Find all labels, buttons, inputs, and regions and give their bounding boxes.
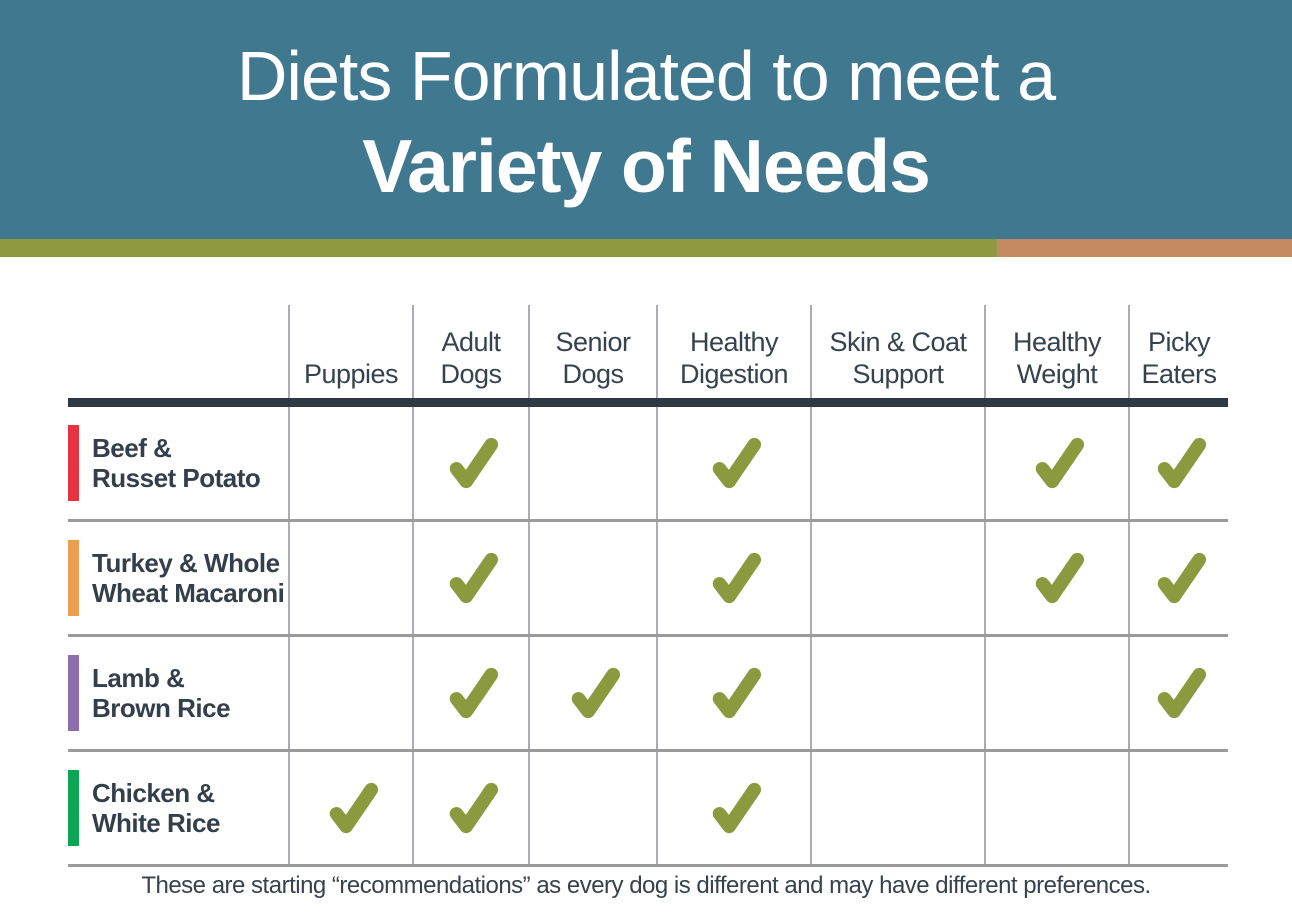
empty-cell (810, 522, 984, 634)
table-body: Beef & Russet Potato Turkey & Whole Wheat… (68, 407, 1228, 867)
table-row: Chicken & White Rice (68, 752, 1228, 867)
check-cell (412, 522, 528, 634)
check-icon (1035, 552, 1085, 604)
check-cell (1128, 637, 1228, 749)
empty-cell (984, 752, 1128, 864)
check-cell (656, 752, 810, 864)
check-icon (1157, 667, 1207, 719)
check-cell (984, 407, 1128, 519)
diet-name-cell: Turkey & Whole Wheat Macaroni (68, 522, 288, 634)
empty-cell (810, 407, 984, 519)
diet-color-bar (68, 655, 79, 731)
footnote-text: These are starting “recommendations” as … (141, 872, 1151, 899)
check-icon (712, 552, 762, 604)
page-title-line1: Diets Formulated to meet a (236, 36, 1056, 115)
empty-cell (984, 637, 1128, 749)
accent-stripe-olive-segment (0, 239, 997, 257)
check-cell (412, 407, 528, 519)
diet-color-bar (68, 540, 79, 616)
check-cell (528, 637, 656, 749)
accent-stripe-terracotta-segment (997, 239, 1292, 257)
check-cell (984, 522, 1128, 634)
check-icon (712, 437, 762, 489)
check-icon (449, 667, 499, 719)
check-cell (288, 752, 412, 864)
column-header: Puppies (288, 305, 412, 398)
check-icon (712, 782, 762, 834)
check-icon (449, 782, 499, 834)
check-cell (1128, 407, 1228, 519)
check-icon (449, 552, 499, 604)
check-cell (1128, 522, 1228, 634)
empty-cell (810, 637, 984, 749)
check-cell (656, 522, 810, 634)
empty-cell (288, 522, 412, 634)
check-icon (1157, 437, 1207, 489)
table-row: Lamb & Brown Rice (68, 637, 1228, 752)
diet-name-cell: Beef & Russet Potato (68, 407, 288, 519)
table-row: Beef & Russet Potato (68, 407, 1228, 522)
check-icon (449, 437, 499, 489)
diet-comparison-table: Puppies Adult Dogs Senior Dogs Healthy Dige… (68, 305, 1228, 867)
column-header: Senior Dogs (528, 305, 656, 398)
column-header: Healthy Digestion (656, 305, 810, 398)
accent-stripe (0, 239, 1292, 257)
empty-cell (1128, 752, 1228, 864)
column-header: Adult Dogs (412, 305, 528, 398)
check-icon (1035, 437, 1085, 489)
diet-color-bar (68, 425, 79, 501)
check-icon (329, 782, 379, 834)
check-icon (712, 667, 762, 719)
diet-name-cell: Lamb & Brown Rice (68, 637, 288, 749)
empty-cell (288, 637, 412, 749)
check-icon (1157, 552, 1207, 604)
check-cell (412, 637, 528, 749)
diet-color-bar (68, 770, 79, 846)
table-header-row: Puppies Adult Dogs Senior Dogs Healthy Dige… (68, 305, 1228, 398)
check-cell (656, 407, 810, 519)
page-title-line2: Variety of Needs (362, 123, 931, 208)
header-corner-cell (68, 305, 288, 398)
diet-name: Lamb & Brown Rice (92, 663, 231, 723)
diet-name: Chicken & White Rice (92, 778, 220, 838)
empty-cell (528, 407, 656, 519)
diet-name-cell: Chicken & White Rice (68, 752, 288, 864)
diet-name: Beef & Russet Potato (92, 433, 261, 493)
check-cell (412, 752, 528, 864)
page-header-banner: Diets Formulated to meet a Variety of Ne… (0, 0, 1292, 239)
column-header: Picky Eaters (1128, 305, 1228, 398)
column-header: Skin & Coat Support (810, 305, 984, 398)
column-header: Healthy Weight (984, 305, 1128, 398)
empty-cell (288, 407, 412, 519)
header-divider-rule (68, 398, 1228, 407)
empty-cell (528, 522, 656, 634)
table-row: Turkey & Whole Wheat Macaroni (68, 522, 1228, 637)
check-icon (571, 667, 621, 719)
diet-name: Turkey & Whole Wheat Macaroni (92, 548, 285, 608)
check-cell (656, 637, 810, 749)
empty-cell (528, 752, 656, 864)
empty-cell (810, 752, 984, 864)
